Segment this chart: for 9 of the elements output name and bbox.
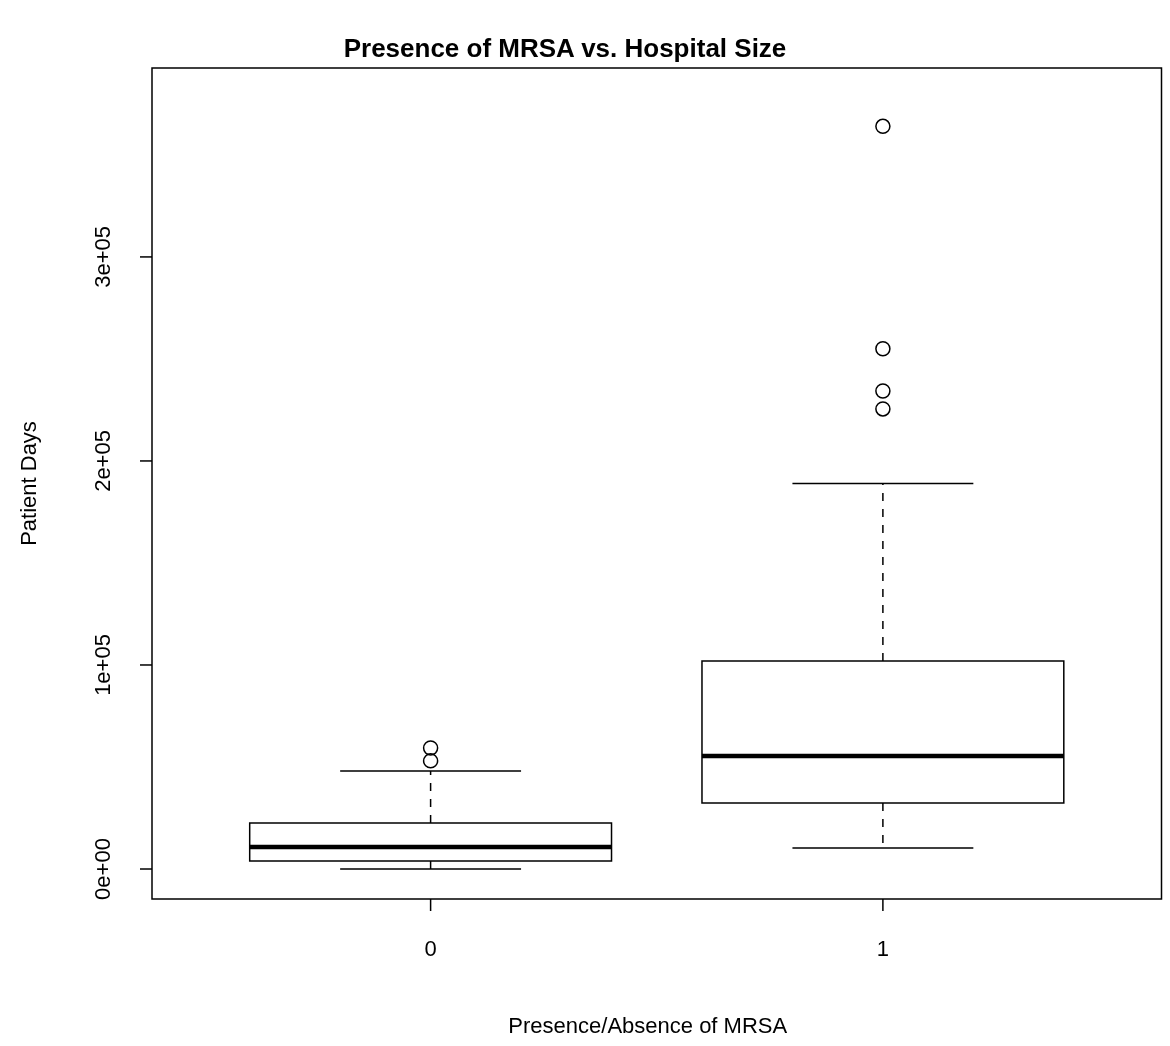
y-axis-title: Patient Days [16, 421, 42, 546]
y-tick-label: 0e+00 [90, 838, 116, 900]
x-tick-label: 0 [424, 936, 437, 962]
x-axis-title: Presence/Absence of MRSA [508, 1013, 788, 1039]
y-tick-label: 1e+05 [90, 634, 116, 696]
y-tick-label: 3e+05 [90, 226, 116, 288]
x-tick-label: 1 [876, 936, 890, 962]
y-tick-label: 2e+05 [90, 430, 116, 492]
chart-title: Presence of MRSA vs. Hospital Size [343, 33, 787, 64]
